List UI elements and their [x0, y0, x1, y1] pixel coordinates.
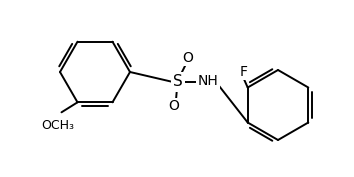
Text: O: O [183, 51, 193, 65]
Text: OCH₃: OCH₃ [41, 119, 74, 132]
Text: F: F [240, 64, 248, 79]
Text: NH: NH [198, 74, 218, 88]
Text: O: O [169, 99, 179, 113]
Text: S: S [173, 75, 183, 90]
